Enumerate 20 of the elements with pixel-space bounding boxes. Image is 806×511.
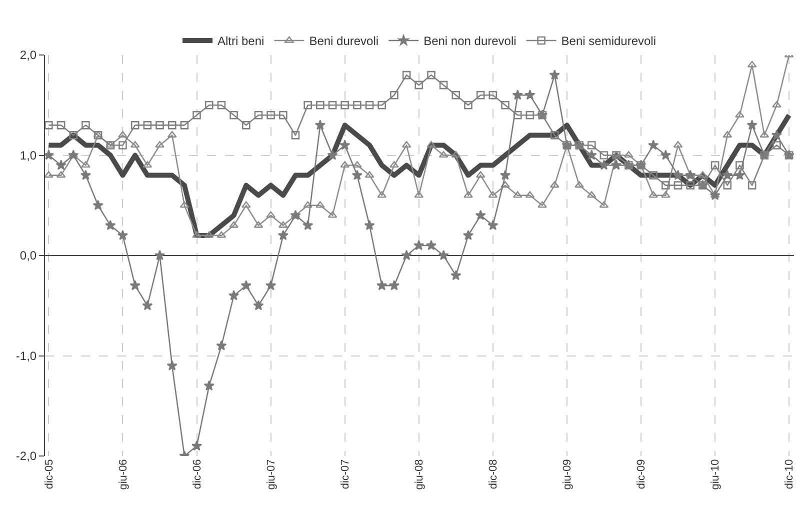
legend-label: Altri beni <box>218 34 264 48</box>
y-tick-label: 2,0 <box>20 48 37 62</box>
x-tick-label: dic-09 <box>636 459 648 490</box>
x-tick-label: dic-05 <box>43 459 56 490</box>
y-tick-label: 0,0 <box>20 248 37 263</box>
y-tick-label: -2,0 <box>16 449 37 464</box>
x-tick-label: giu-09 <box>562 459 574 490</box>
x-tick-label: dic-10 <box>784 459 796 490</box>
x-tick-label: giu-06 <box>117 459 130 490</box>
legend-label: Beni durevoli <box>309 34 379 48</box>
legend-label: Beni non durevoli <box>424 34 516 48</box>
y-tick-label: -1,0 <box>16 348 37 363</box>
x-tick-label: giu-07 <box>265 459 278 490</box>
x-tick-label: dic-06 <box>191 459 204 490</box>
x-tick-label: dic-08 <box>487 459 500 490</box>
x-tick-label: giu-10 <box>710 459 722 490</box>
x-tick-label: giu-08 <box>413 459 426 490</box>
legend-label: Beni semidurevoli <box>561 34 656 48</box>
x-tick-label: dic-07 <box>339 459 352 490</box>
y-tick-label: 1,0 <box>20 148 37 162</box>
